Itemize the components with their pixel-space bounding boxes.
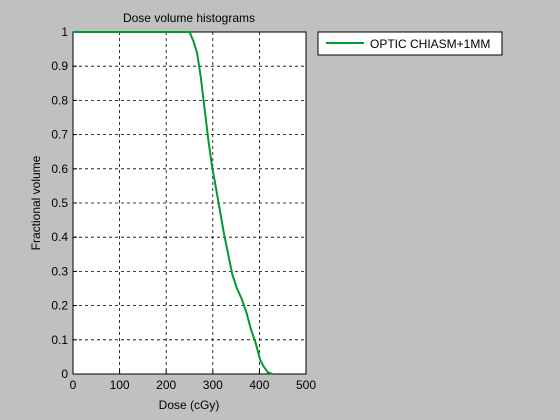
x-tick-label: 200 bbox=[156, 378, 176, 392]
x-tick-label: 100 bbox=[110, 378, 130, 392]
axis-ticks: 0 100 200 300 400 500 0 0.1 0.2 0.3 0.4 0.5 0.6 0.7 0.… bbox=[51, 25, 316, 392]
y-tick-label: 0.8 bbox=[51, 93, 68, 107]
series-lines bbox=[73, 31, 273, 375]
y-tick-label: 0.9 bbox=[51, 59, 68, 73]
y-tick-label: 1 bbox=[61, 25, 68, 39]
y-tick-label: 0.5 bbox=[51, 196, 68, 210]
y-tick-label: 0.2 bbox=[51, 299, 68, 313]
y-tick-label: 0.6 bbox=[51, 162, 68, 176]
y-tick-label: 0.7 bbox=[51, 128, 68, 142]
grid-lines bbox=[73, 32, 306, 374]
y-tick-label: 0.1 bbox=[51, 333, 68, 347]
x-tick-label: 0 bbox=[70, 378, 77, 392]
chart-title: Dose volume histograms bbox=[123, 11, 255, 25]
legend-entry-label: OPTIC CHIASM+1MM bbox=[370, 37, 490, 51]
y-tick-label: 0.3 bbox=[51, 264, 68, 278]
x-tick-label: 300 bbox=[203, 378, 223, 392]
x-tick-label: 500 bbox=[296, 378, 316, 392]
y-tick-label: 0.4 bbox=[51, 230, 68, 244]
x-axis-label: Dose (cGy) bbox=[159, 398, 220, 412]
y-tick-label: 0 bbox=[61, 367, 68, 381]
x-tick-label: 400 bbox=[249, 378, 269, 392]
series-line-optic-chiasm bbox=[73, 31, 273, 375]
legend-box bbox=[317, 31, 503, 56]
legend: OPTIC CHIASM+1MM bbox=[317, 31, 503, 56]
y-axis-label: Fractional volume bbox=[29, 155, 43, 250]
